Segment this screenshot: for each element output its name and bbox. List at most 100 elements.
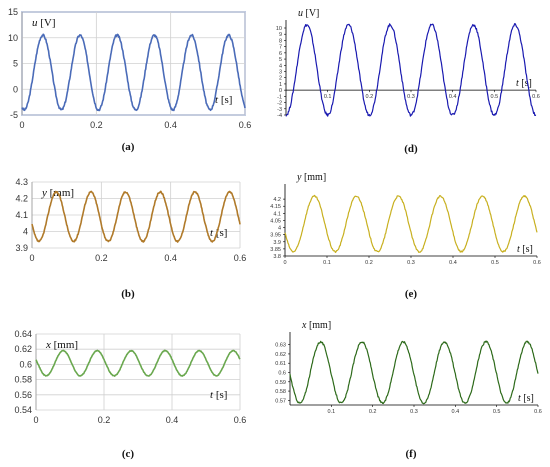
y-tick-label: -3	[277, 107, 282, 113]
y-tick-label: 0.6	[278, 371, 286, 377]
x-axis-label: t [s]	[518, 393, 534, 404]
y-tick-label: 0.57	[275, 398, 286, 404]
series-line	[284, 194, 538, 254]
y-tick-label: 0.63	[275, 343, 286, 349]
x-axis-label: t [s]	[215, 94, 232, 106]
y-tick-label: 3.9	[273, 240, 281, 246]
y-tick-label: 0.59	[275, 380, 286, 386]
x-tick-label: 0.2	[365, 260, 373, 266]
y-axis-label: y [mm]	[296, 172, 326, 183]
y-tick-label: 0.58	[14, 375, 32, 385]
x-tick-label: 0.4	[164, 253, 177, 263]
y-tick-label: 4	[279, 63, 282, 69]
y-tick-label: 4.05	[270, 218, 281, 224]
figure-caption: (b)	[121, 288, 135, 300]
x-axis-label: t [s]	[210, 389, 227, 401]
y-tick-label: 4.1	[15, 210, 28, 220]
x-tick-label: 0.2	[90, 120, 103, 130]
x-axis-label: t [s]	[517, 244, 533, 255]
x-tick-label: 0.1	[324, 94, 332, 100]
x-tick-label: 0.6	[234, 415, 247, 425]
x-tick-label: 0.2	[95, 253, 108, 263]
x-tick-label: 0.6	[239, 120, 252, 130]
x-tick-label: 0	[29, 253, 34, 263]
y-tick-label: 15	[8, 7, 18, 17]
y-tick-label: 0	[13, 84, 18, 94]
y-tick-label: 3.85	[270, 247, 281, 253]
series-line	[35, 349, 241, 377]
y-tick-label: 3.8	[273, 254, 281, 260]
x-tick-label: 0.4	[452, 409, 460, 415]
y-tick-label: 5	[13, 59, 18, 69]
x-tick-label: 0.6	[533, 260, 541, 266]
chart-b: 3.944.14.24.30 0.2 0.4 0.6y [mm]t [s](b)	[15, 177, 246, 300]
x-tick-label: 0.5	[491, 94, 499, 100]
chart-e: 3.83.853.93.954 4.054.14.154.2 0 0.1 0.2 0.3 0…	[270, 172, 541, 300]
figure-caption: (e)	[405, 288, 418, 300]
y-tick-label: -4	[277, 113, 282, 119]
y-tick-label: -5	[10, 110, 18, 120]
y-tick-label: 0.6	[19, 359, 32, 369]
y-tick-label: 4.2	[15, 194, 28, 204]
x-tick-label: 0	[283, 260, 286, 266]
x-tick-label: 0.2	[366, 94, 374, 100]
x-axis-label: t [s]	[210, 227, 227, 239]
figure-caption: (a)	[122, 141, 135, 153]
y-tick-label: 4	[23, 227, 28, 237]
series-line	[285, 23, 537, 117]
x-tick-label: 0.6	[234, 253, 247, 263]
y-tick-label: 5	[279, 57, 282, 63]
y-tick-label: 4.2	[273, 197, 281, 203]
x-tick-label: 0.6	[534, 409, 542, 415]
y-tick-label: 0.54	[14, 405, 32, 415]
x-tick-label: 0.5	[493, 409, 501, 415]
y-tick-label: 4	[278, 226, 281, 232]
y-tick-label: 0.58	[275, 389, 286, 395]
series-line	[21, 33, 246, 112]
y-axis-label: x [mm]	[301, 320, 331, 331]
x-tick-label: 0.3	[410, 409, 418, 415]
y-tick-label: 4.15	[270, 204, 281, 210]
y-tick-label: 8	[279, 38, 282, 44]
y-tick-label: 0.62	[14, 344, 32, 354]
y-tick-label: 4.1	[273, 211, 281, 217]
x-tick-label: 0.2	[98, 415, 111, 425]
y-tick-label: 6	[279, 51, 282, 57]
x-tick-label: 0.4	[164, 120, 177, 130]
y-tick-label: -2	[277, 101, 282, 107]
y-tick-label: 0.64	[14, 329, 32, 339]
figure-caption: (f)	[406, 448, 417, 460]
y-tick-label: 10	[8, 33, 18, 43]
y-tick-label: 10	[276, 26, 282, 32]
y-tick-label: 7	[279, 45, 282, 51]
y-axis-label: x [mm]	[45, 339, 78, 351]
x-tick-label: 0.1	[323, 260, 331, 266]
series-line	[289, 340, 539, 405]
x-tick-label: 0.2	[369, 409, 377, 415]
x-tick-label: 0.4	[166, 415, 179, 425]
x-tick-label: 0.4	[449, 260, 457, 266]
y-tick-label: 3	[279, 70, 282, 76]
y-tick-label: 3.9	[15, 243, 28, 253]
figure-caption: (d)	[404, 143, 418, 155]
y-tick-label: 2	[279, 76, 282, 82]
y-axis-label: u [V]	[32, 17, 56, 29]
y-tick-label: 0.56	[14, 390, 32, 400]
y-tick-label: 1	[279, 82, 282, 88]
figure-caption: (c)	[122, 448, 135, 460]
y-tick-label: -1	[277, 94, 282, 100]
y-tick-label: 0.61	[275, 361, 286, 367]
y-axis-label: u [V]	[298, 8, 319, 19]
x-tick-label: 0.6	[532, 94, 540, 100]
x-tick-label: 0.4	[449, 94, 457, 100]
x-tick-label: 0.3	[407, 94, 415, 100]
y-tick-label: 9	[279, 32, 282, 38]
y-tick-label: 4.3	[15, 177, 28, 187]
chart-c: 0.54 0.56 0.58 0.6 0.62 0.64 0 0.2 0.4 0.6 x [mm] t…	[14, 329, 246, 460]
x-tick-label: 0.5	[491, 260, 499, 266]
series-line	[31, 190, 241, 243]
x-tick-label: 0	[33, 415, 38, 425]
